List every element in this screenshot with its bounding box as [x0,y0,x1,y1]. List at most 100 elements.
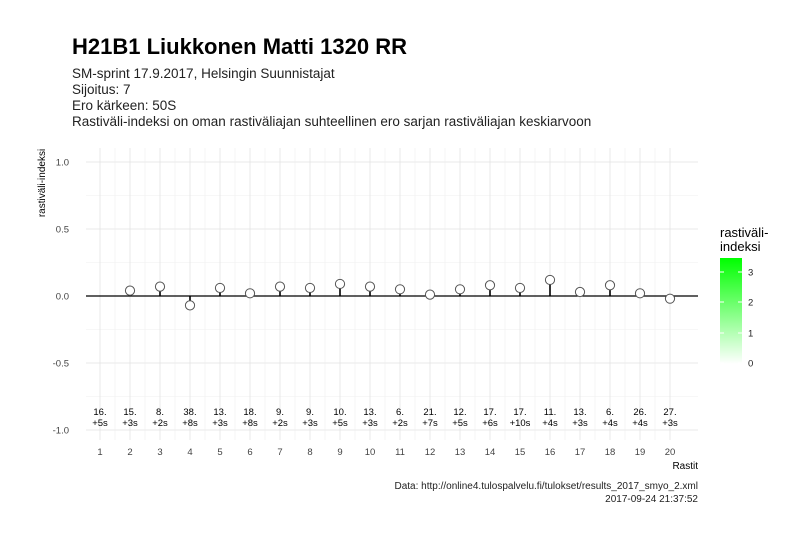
timestamp: 2017-09-24 21:37:52 [605,494,698,505]
x-tick-label: 20 [665,447,676,458]
x-tick-label: 3 [157,447,162,458]
point-control-5 [214,282,226,294]
gap-label: +2s [272,418,288,429]
point-control-7 [274,281,286,292]
x-tick-label: 17 [575,447,586,458]
rank-label: 21. [423,407,436,418]
legend-colorbar [720,258,742,364]
x-tick-label: 10 [365,447,376,458]
x-tick-label: 11 [395,447,405,458]
legend-title-line1: rastiväli- [720,225,769,240]
subtitle-gap: Ero kärkeen: 50S [72,98,177,113]
point-control-12 [424,289,436,300]
gap-label: +4s [632,418,648,429]
y-tick-label: 0.0 [56,292,69,303]
gap-label: +3s [212,418,228,429]
rank-label: 27. [663,407,676,418]
point-control-3 [154,281,166,292]
legend-tick-label: 0 [748,359,753,370]
point-control-9 [334,278,346,290]
point-control-13 [454,284,466,295]
gap-label: +3s [122,418,138,429]
legend-title-line2: indeksi [720,239,761,254]
y-axis-title: rastiväli-indeksi [37,149,48,217]
legend-tick-label: 1 [748,329,753,340]
x-tick-label: 18 [605,447,616,458]
point-control-19 [634,288,646,299]
color-legend: 3 2 1 0 [720,258,753,370]
rank-label: 6. [606,407,614,418]
x-tick-label: 15 [515,447,526,458]
point-control-17 [574,286,586,298]
point-control-6 [244,288,256,299]
rank-label: 10. [333,407,346,418]
rank-label: 8. [156,407,164,418]
subtitle-event: SM-sprint 17.9.2017, Helsingin Suunnista… [72,66,335,81]
rank-label: 6. [396,407,404,418]
gap-label: +6s [482,418,498,429]
legend-tick-label: 2 [748,298,753,309]
point-control-18 [604,280,616,291]
rank-label: 13. [363,407,376,418]
gap-label: +3s [302,418,318,429]
x-tick-label: 5 [217,447,222,458]
gap-label: +10s [510,418,531,429]
chart-title: H21B1 Liukkonen Matti 1320 RR [72,34,407,59]
y-tick-label: -1.0 [53,426,69,437]
gap-label: +7s [422,418,438,429]
gap-label: +2s [392,418,408,429]
x-tick-label: 7 [277,447,282,458]
gap-label: +3s [662,418,678,429]
gap-label: +2s [152,418,168,429]
x-tick-label: 16 [545,447,556,458]
subtitle-placing: Sijoitus: 7 [72,82,131,97]
x-tick-label: 12 [425,447,436,458]
x-tick-label: 1 [97,447,102,458]
data-source: Data: http://online4.tulospalvelu.fi/tul… [394,481,698,492]
gap-label: +5s [332,418,348,429]
rank-label: 38. [183,407,196,418]
x-tick-label: 14 [485,447,496,458]
legend-tick-label: 3 [748,268,753,279]
x-axis-title: Rastit [672,461,698,472]
gap-label: +4s [542,418,558,429]
data-points [124,274,676,311]
point-control-2 [124,285,136,296]
rank-label: 12. [453,407,466,418]
x-tick-label: 6 [247,447,252,458]
rank-label: 9. [276,407,284,418]
x-tick-label: 19 [635,447,646,458]
gap-label: +5s [452,418,468,429]
point-control-4 [184,300,196,311]
gap-label: +8s [242,418,258,429]
x-tick-label: 13 [455,447,466,458]
rank-label: 13. [213,407,226,418]
grid-minor [86,148,698,440]
rank-label: 17. [513,407,526,418]
gap-label: +5s [92,418,108,429]
rank-label: 13. [573,407,586,418]
point-control-14 [484,280,496,291]
point-control-16 [544,274,556,286]
gap-label: +4s [602,418,618,429]
y-tick-label: 1.0 [56,158,69,169]
x-tick-label: 2 [127,447,132,458]
gap-label: +8s [182,418,198,429]
subtitle-description: Rastiväli-indeksi on oman rastiväliajan … [72,114,592,129]
point-control-20 [664,293,676,304]
point-control-11 [394,284,406,295]
rank-label: 26. [633,407,646,418]
rank-label: 11. [544,407,557,418]
point-control-15 [514,282,526,294]
y-tick-label: 0.5 [56,225,69,236]
split-annotations: 16.+5s15.+3s8.+2s38.+8s13.+3s18.+8s9.+2s… [92,407,678,429]
legend-title: rastiväli- indeksi [720,226,790,254]
x-tick-label: 4 [187,447,192,458]
rank-label: 16. [93,407,106,418]
point-control-8 [304,282,316,294]
gap-label: +3s [362,418,378,429]
rank-label: 15. [123,407,136,418]
x-tick-label: 8 [307,447,312,458]
y-tick-label: -0.5 [53,359,69,370]
